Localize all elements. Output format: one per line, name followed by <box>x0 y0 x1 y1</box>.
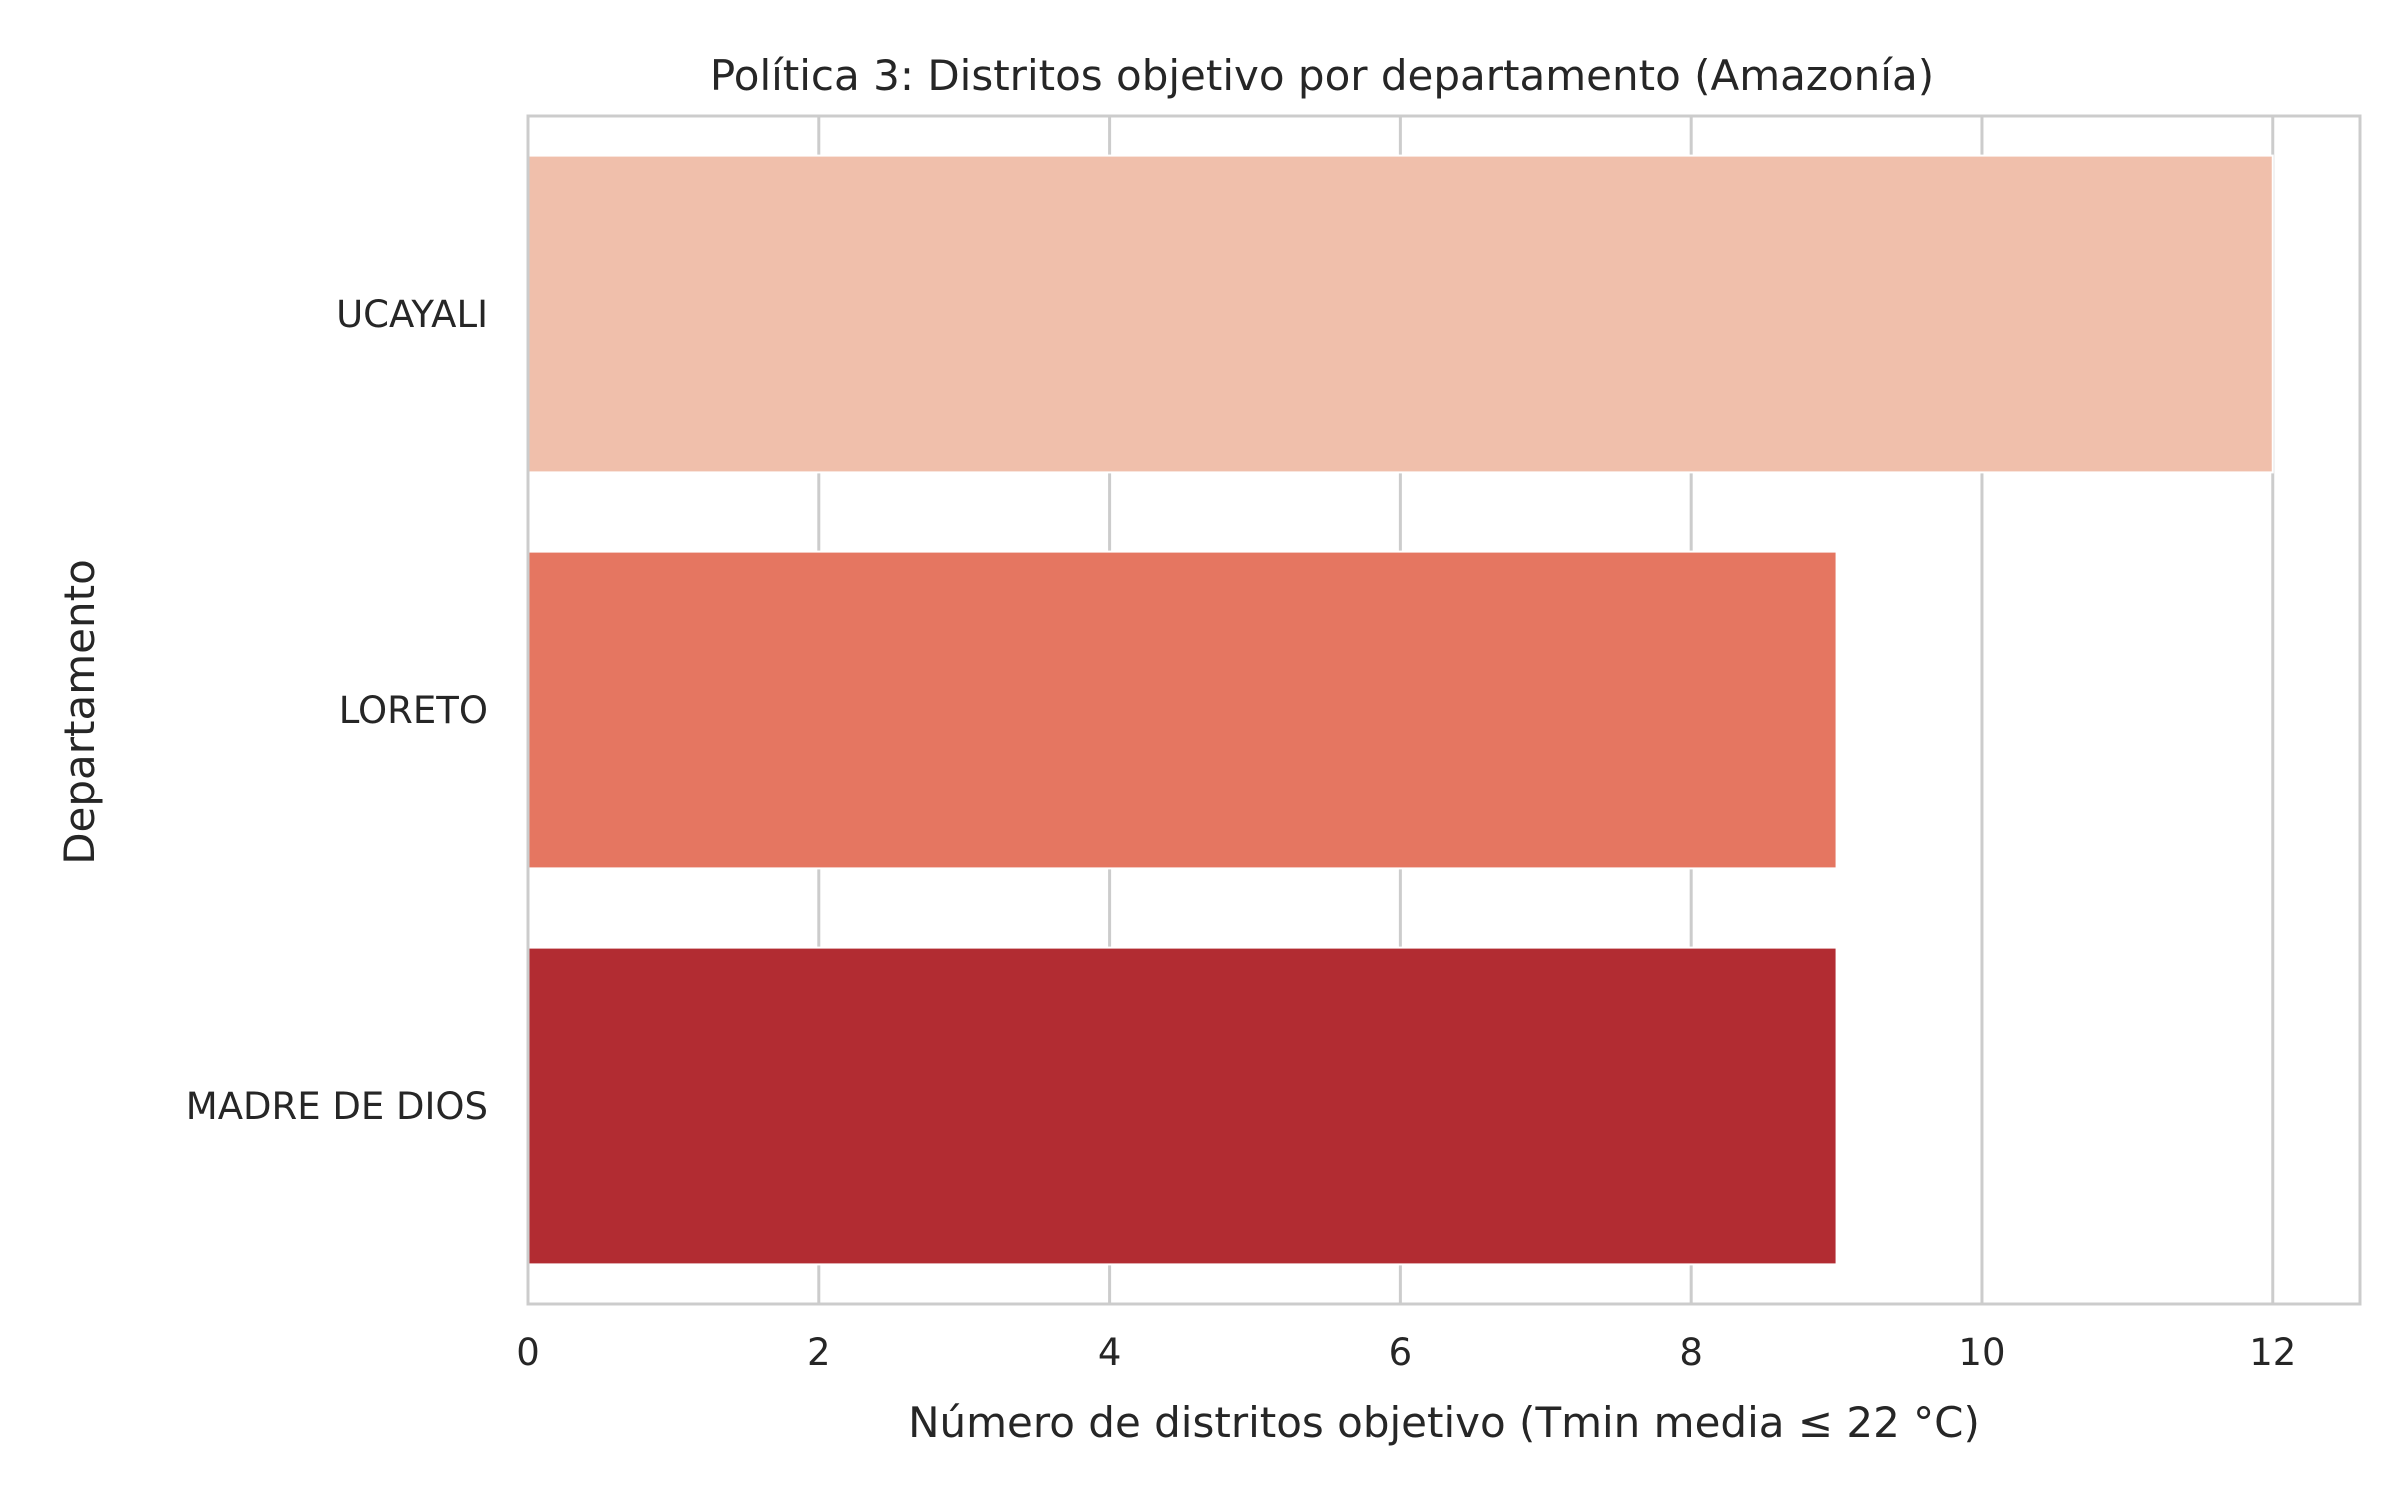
bar-loreto <box>527 550 1838 870</box>
y-tick-label: LORETO <box>339 689 488 732</box>
x-tick-label: 8 <box>1679 1331 1703 1374</box>
bars <box>527 154 2274 1266</box>
x-tick-labels: 0 2 4 6 8 10 12 <box>516 1331 2296 1374</box>
x-tick-label: 4 <box>1098 1331 1122 1374</box>
x-tick-label: 12 <box>2249 1331 2296 1374</box>
bar-ucayali <box>527 154 2274 474</box>
y-tick-label: UCAYALI <box>336 293 488 336</box>
bar-madre-de-dios <box>527 946 1838 1266</box>
x-tick-label: 10 <box>1958 1331 2005 1374</box>
y-axis-title: Departamento <box>55 559 104 865</box>
x-tick-label: 0 <box>516 1331 540 1374</box>
y-tick-labels: UCAYALI LORETO MADRE DE DIOS <box>186 293 488 1128</box>
chart-title: Política 3: Distritos objetivo por depar… <box>710 51 1934 100</box>
x-tick-label: 2 <box>807 1331 831 1374</box>
y-tick-label: MADRE DE DIOS <box>186 1085 488 1128</box>
x-axis-title: Número de distritos objetivo (Tmin media… <box>908 1398 1980 1447</box>
plot-frame <box>526 114 2362 1306</box>
x-tick-label: 6 <box>1389 1331 1413 1374</box>
